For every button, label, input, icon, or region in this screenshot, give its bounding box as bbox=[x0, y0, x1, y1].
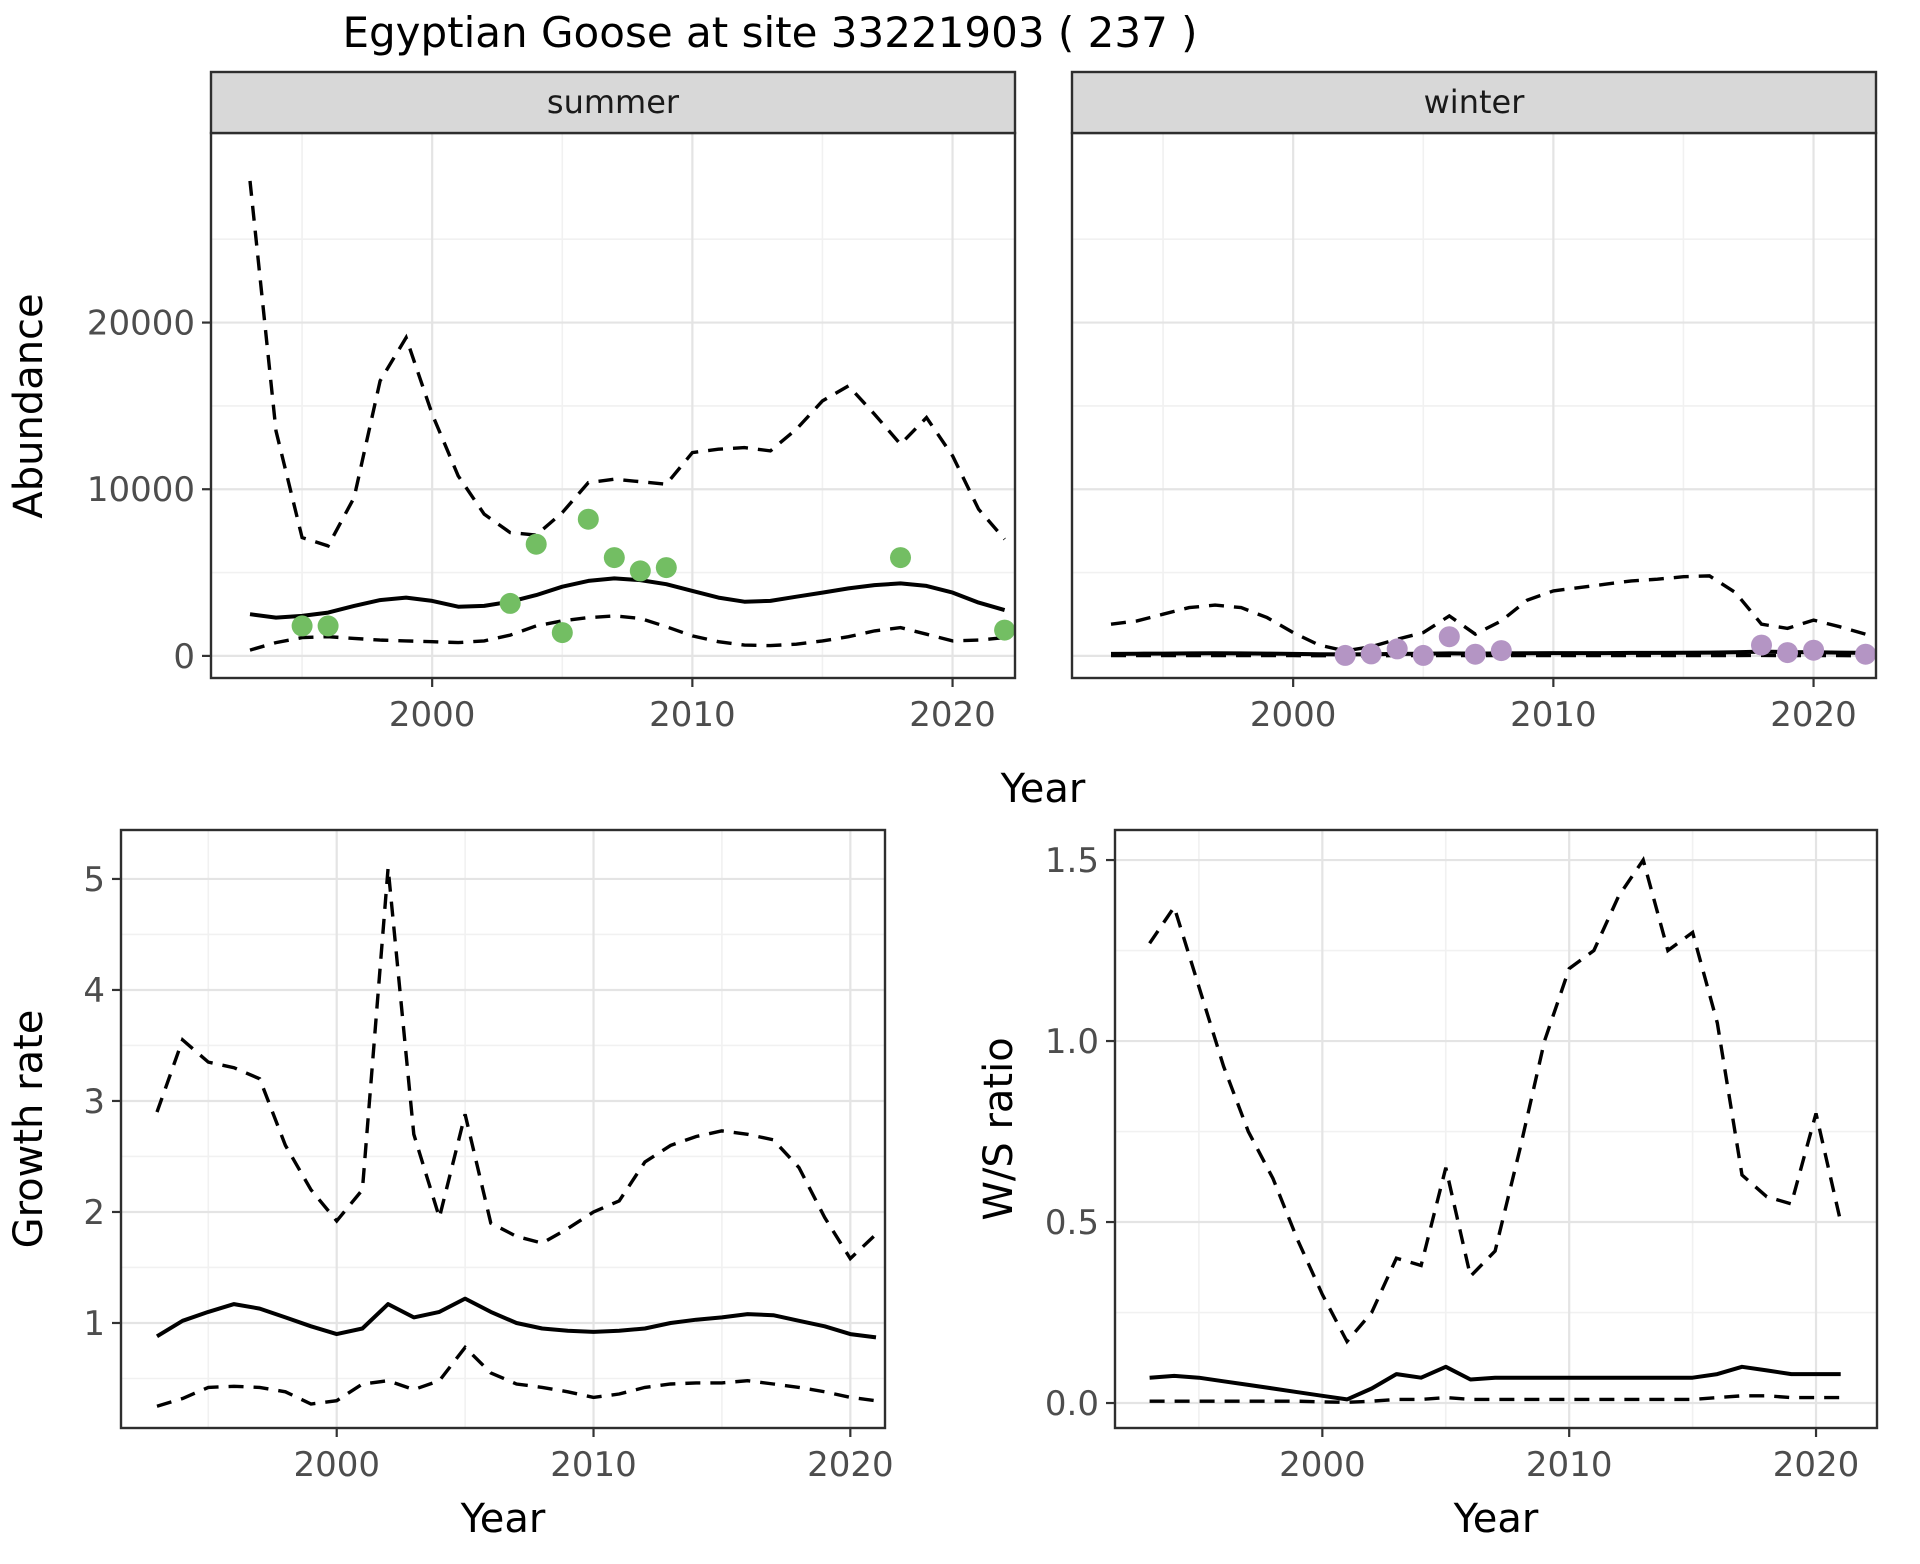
y-axis-tick-label: 2 bbox=[83, 1193, 105, 1233]
x-axis-title-year-ws: Year bbox=[1453, 1496, 1539, 1542]
y-axis-tick-label: 5 bbox=[83, 860, 105, 900]
data-point bbox=[526, 534, 547, 555]
x-axis-tick-label: 2010 bbox=[649, 695, 736, 735]
y-axis-title-ws-ratio: W/S ratio bbox=[976, 1037, 1022, 1220]
y-axis-title-growth-rate: Growth rate bbox=[6, 1010, 52, 1249]
x-axis-tick-label: 2020 bbox=[909, 695, 996, 735]
data-point bbox=[656, 557, 677, 578]
data-point bbox=[1387, 638, 1408, 659]
panel-abundance-winter: 2000 2010 2020 bbox=[1072, 133, 1876, 735]
y-axis-tick-label: 4 bbox=[83, 971, 105, 1011]
data-point bbox=[1439, 626, 1460, 647]
x-axis-tick-label: 2020 bbox=[1773, 1445, 1860, 1485]
ci-lower-line bbox=[250, 616, 1005, 650]
data-point bbox=[1413, 645, 1434, 666]
mean-line bbox=[250, 578, 1005, 617]
panel-growth-rate: 2000 2010 2020 1 2 3 4 5 bbox=[83, 830, 893, 1485]
ci-upper-line bbox=[1150, 860, 1841, 1342]
y-axis-tick-label: 0.5 bbox=[1045, 1203, 1099, 1243]
ci-upper-line bbox=[157, 868, 876, 1259]
y-axis-tick-label: 10000 bbox=[87, 470, 195, 510]
y-axis-tick-label: 1.0 bbox=[1045, 1022, 1099, 1062]
data-point bbox=[292, 615, 313, 636]
facet-strip-winter-label: winter bbox=[1424, 83, 1526, 121]
x-axis-tick-label: 2000 bbox=[293, 1445, 380, 1485]
ci-lower-line bbox=[157, 1347, 876, 1406]
data-point bbox=[630, 560, 651, 581]
x-axis-tick-label: 2010 bbox=[1510, 695, 1597, 735]
data-point bbox=[500, 593, 521, 614]
facet-strip-summer-label: summer bbox=[547, 83, 680, 121]
data-point bbox=[994, 620, 1015, 641]
panel-border bbox=[1115, 830, 1877, 1428]
data-point bbox=[1335, 645, 1356, 666]
data-point bbox=[1855, 644, 1876, 665]
panel-border bbox=[121, 830, 885, 1428]
x-axis-tick-label: 2000 bbox=[389, 695, 476, 735]
ci-lower-line bbox=[1150, 1396, 1841, 1403]
panel-abundance-summer: 2000 2010 2020 0 10000 20000 bbox=[87, 133, 1015, 735]
data-point bbox=[1751, 635, 1772, 656]
x-axis-tick-label: 2010 bbox=[550, 1445, 637, 1485]
chart-title: Egyptian Goose at site 33221903 ( 237 ) bbox=[342, 8, 1197, 57]
data-point bbox=[318, 615, 339, 636]
y-axis-tick-label: 20000 bbox=[87, 304, 195, 344]
y-axis-tick-label: 1.5 bbox=[1045, 841, 1099, 881]
mean-line bbox=[157, 1299, 876, 1338]
panel-ws-ratio: 2000 2010 2020 0.0 0.5 1.0 1.5 bbox=[1045, 830, 1877, 1485]
y-axis-tick-label: 3 bbox=[83, 1082, 105, 1122]
ci-upper-line bbox=[1111, 576, 1866, 651]
x-axis-tick-label: 2020 bbox=[807, 1445, 894, 1485]
x-axis-tick-label: 2000 bbox=[1250, 695, 1337, 735]
y-axis-tick-label: 0 bbox=[173, 637, 195, 677]
data-point bbox=[578, 509, 599, 530]
data-point bbox=[1803, 640, 1824, 661]
mean-line bbox=[1111, 652, 1866, 655]
data-point bbox=[1777, 642, 1798, 663]
y-axis-title-abundance: Abundance bbox=[6, 293, 52, 518]
data-point bbox=[890, 547, 911, 568]
data-point bbox=[1361, 643, 1382, 664]
ci-upper-line bbox=[250, 181, 1005, 546]
x-axis-title-year-growth: Year bbox=[460, 1496, 546, 1542]
data-point bbox=[1465, 644, 1486, 665]
data-point bbox=[1491, 640, 1512, 661]
data-point bbox=[552, 622, 573, 643]
x-axis-title-year-top: Year bbox=[1000, 766, 1086, 812]
y-axis-tick-label: 1 bbox=[83, 1304, 105, 1344]
y-axis-tick-label: 0.0 bbox=[1045, 1384, 1099, 1424]
x-axis-tick-label: 2020 bbox=[1770, 695, 1857, 735]
x-axis-tick-label: 2000 bbox=[1279, 1445, 1366, 1485]
data-point bbox=[604, 547, 625, 568]
x-axis-tick-label: 2010 bbox=[1526, 1445, 1613, 1485]
